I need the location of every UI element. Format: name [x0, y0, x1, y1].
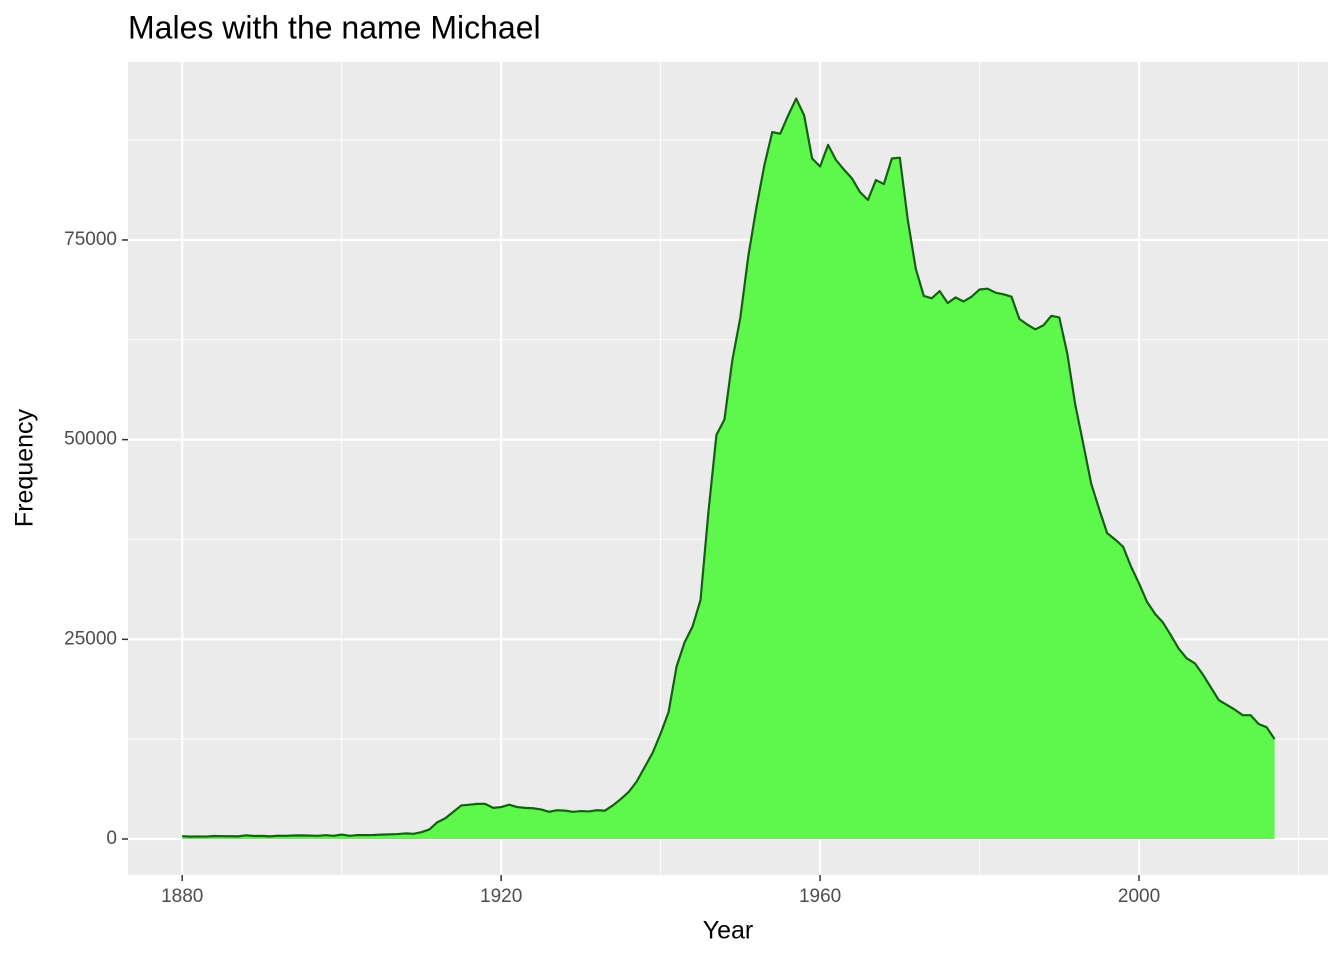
area-outline	[182, 97, 1276, 838]
x-tick-label: 1960	[799, 886, 841, 907]
x-tick-label: 2000	[1118, 886, 1160, 907]
x-tick-label: 1920	[480, 886, 522, 907]
y-axis-title: Frequency	[11, 408, 39, 527]
chart-title: Males with the name Michael	[128, 9, 541, 45]
y-tick-label: 0	[106, 828, 117, 849]
y-tick-label: 75000	[64, 229, 117, 250]
y-tick-label: 50000	[64, 429, 117, 450]
y-tick-label: 25000	[64, 628, 117, 649]
x-tick-label: 1880	[161, 886, 203, 907]
area	[182, 98, 1275, 840]
x-axis-title: Year	[703, 917, 754, 945]
